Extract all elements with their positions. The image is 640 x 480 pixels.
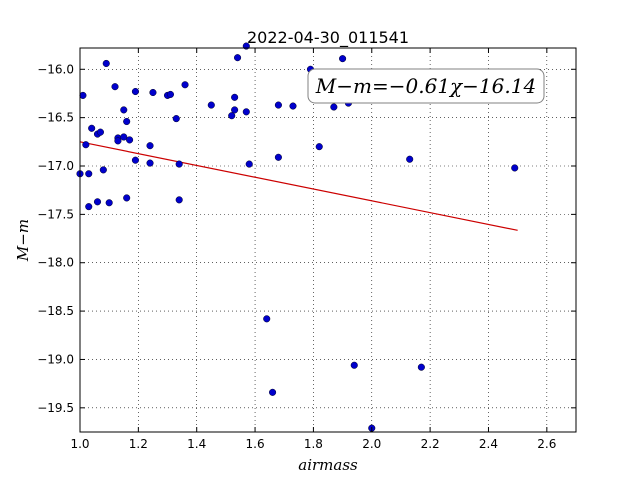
data-point: [85, 170, 93, 178]
x-tick-label: 2.0: [362, 437, 381, 451]
chart-title: 2022-04-30_011541: [247, 28, 409, 48]
x-tick-label: 1.4: [187, 437, 206, 451]
data-points: [76, 42, 519, 432]
data-point: [93, 198, 102, 206]
data-point: [131, 156, 139, 164]
data-point: [274, 153, 282, 161]
fit-line-group: [79, 141, 518, 231]
data-point: [234, 54, 242, 62]
y-tick-label: −17.0: [37, 159, 74, 173]
data-point: [228, 112, 236, 120]
data-point: [82, 141, 90, 149]
y-axis-label: M−m: [14, 219, 32, 262]
data-point: [166, 90, 174, 98]
data-point: [511, 164, 519, 172]
data-point: [175, 160, 183, 168]
data-point: [85, 203, 93, 211]
data-point: [123, 194, 131, 202]
data-point: [131, 87, 139, 96]
data-point: [96, 128, 104, 136]
x-tick-label: 1.2: [129, 437, 148, 451]
data-point: [120, 106, 128, 114]
data-point: [172, 115, 180, 123]
grid: [79, 48, 576, 432]
fit-annotation: M−m=−0.61χ−16.14: [307, 68, 545, 104]
data-point: [269, 388, 277, 396]
data-point: [181, 81, 189, 89]
data-point: [120, 133, 128, 141]
data-point: [123, 117, 131, 126]
data-point: [111, 83, 119, 91]
fit-line: [79, 141, 518, 231]
data-point: [330, 103, 338, 111]
data-point: [99, 166, 107, 174]
data-point: [231, 93, 239, 101]
x-tick-label: 1.0: [70, 437, 89, 451]
data-point: [350, 361, 358, 369]
data-point: [146, 142, 154, 150]
annotation-box: [307, 68, 545, 104]
y-tick-label: −18.5: [37, 304, 74, 318]
data-point: [102, 59, 110, 68]
y-tick-label: −19.5: [37, 401, 74, 415]
data-point: [339, 55, 347, 63]
data-point: [231, 106, 239, 114]
data-point: [88, 124, 96, 132]
data-point: [315, 143, 323, 151]
data-point: [263, 315, 271, 323]
data-point: [417, 363, 425, 371]
x-tick-label: 2.6: [537, 437, 556, 451]
x-tick-label: 1.8: [304, 437, 323, 451]
y-axis-ticks: −16.0 −16.5 −17.0 −17.5 −18.0 −18.5 −19.0 −19.5: [37, 62, 576, 415]
x-axis-label: airmass: [298, 456, 358, 474]
data-point: [289, 102, 297, 110]
y-tick-label: −17.5: [37, 207, 74, 221]
data-point: [149, 88, 157, 97]
data-point: [207, 101, 215, 109]
x-tick-label: 2.2: [421, 437, 440, 451]
y-tick-label: −19.0: [37, 352, 74, 366]
data-point: [274, 101, 282, 109]
data-point: [406, 155, 414, 163]
y-tick-label: −16.0: [37, 62, 74, 76]
y-tick-label: −18.0: [37, 256, 74, 270]
y-tick-label: −16.5: [37, 111, 74, 125]
data-point: [126, 136, 134, 144]
data-point: [245, 160, 253, 168]
data-point: [242, 108, 250, 116]
plot-frame: [79, 47, 577, 433]
x-tick-label: 1.6: [246, 437, 265, 451]
data-point: [146, 159, 154, 167]
data-point: [79, 91, 87, 99]
annotation-text: M−m=−0.61χ−16.14: [315, 74, 536, 98]
data-point: [105, 199, 113, 207]
data-point: [114, 137, 122, 145]
x-tick-label: 2.4: [479, 437, 498, 451]
data-point: [175, 196, 183, 204]
x-axis-ticks: 1.0 1.2 1.4 1.6 1.8 2.0 2.2 2.4 2.6: [70, 48, 556, 451]
